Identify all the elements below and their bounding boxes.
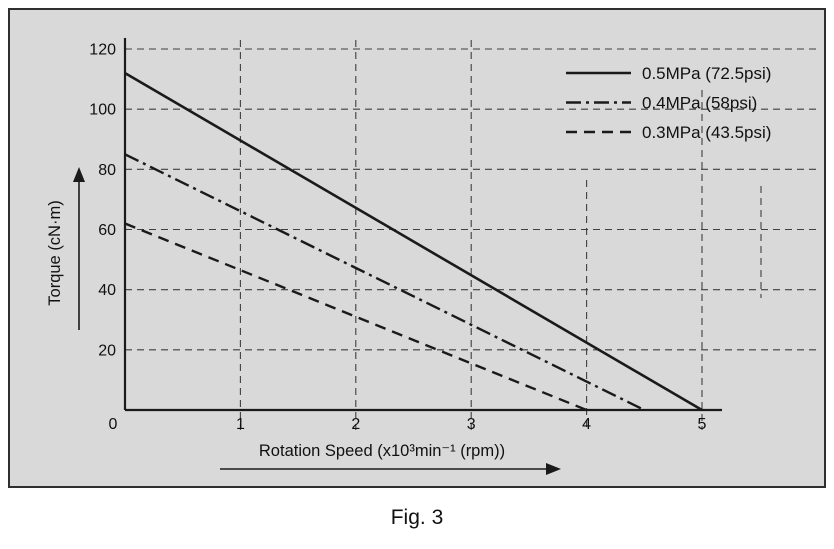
y-tick-label: 20 — [98, 342, 116, 359]
y-axis-label: Torque (cN·m) — [46, 200, 64, 305]
y-tick-label: 120 — [89, 42, 116, 59]
torque-vs-rotation-speed-chart: 20 40 60 80 100 120 0 1 2 3 4 5 0.5MPa (72.5psi) 0.4M… — [46, 38, 816, 475]
y-tick-label: 40 — [98, 282, 116, 299]
y-tick-label: 100 — [89, 102, 116, 119]
series-line-0.3mpa — [124, 222, 588, 412]
x-axis-arrow-head — [546, 463, 561, 475]
legend-label: 0.3MPa (43.5psi) — [642, 123, 771, 142]
x-tick-label: 0 — [109, 416, 118, 433]
x-tick-label: 5 — [698, 416, 707, 433]
x-tick-label: 2 — [351, 416, 360, 433]
figure-caption: Fig. 3 — [390, 506, 444, 529]
series-line-0.4mpa — [124, 153, 645, 412]
x-tick-label: 4 — [582, 416, 591, 433]
x-axis-label: Rotation Speed (x10³min⁻¹ (rpm)) — [259, 442, 505, 460]
chart-panel: 20 40 60 80 100 120 0 1 2 3 4 5 0.5MPa (72.5psi) 0.4M… — [8, 8, 826, 488]
y-tick-label: 80 — [98, 162, 116, 179]
y-axis-arrow-head — [73, 167, 85, 182]
legend-label: 0.4MPa (58psi) — [642, 94, 757, 113]
x-tick-label: 1 — [236, 416, 245, 433]
y-tick-label: 60 — [98, 222, 116, 239]
legend-label: 0.5MPa (72.5psi) — [642, 64, 771, 83]
series-line-0.5mpa — [124, 71, 703, 412]
x-tick-label: 3 — [467, 416, 476, 433]
